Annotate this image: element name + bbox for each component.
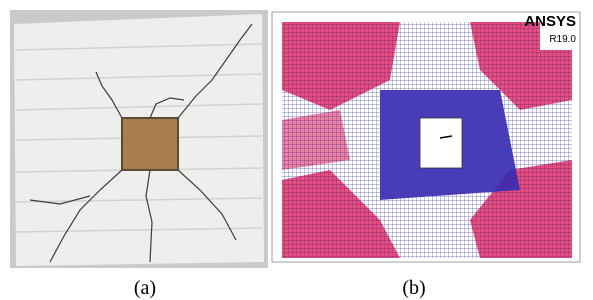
panel-label: (b) bbox=[402, 277, 425, 299]
software-name: ANSYS bbox=[524, 13, 576, 30]
software-version: R19.0 bbox=[549, 34, 576, 45]
figure: ANSYS R19.0 (a) (b) bbox=[0, 0, 593, 300]
page: {"figure": {"panels": [{"label": "(a)"},… bbox=[0, 0, 593, 300]
wall-photo bbox=[10, 10, 268, 268]
ansys-plot: ANSYS R19.0 bbox=[272, 12, 580, 262]
panel-label: (a) bbox=[134, 277, 156, 299]
